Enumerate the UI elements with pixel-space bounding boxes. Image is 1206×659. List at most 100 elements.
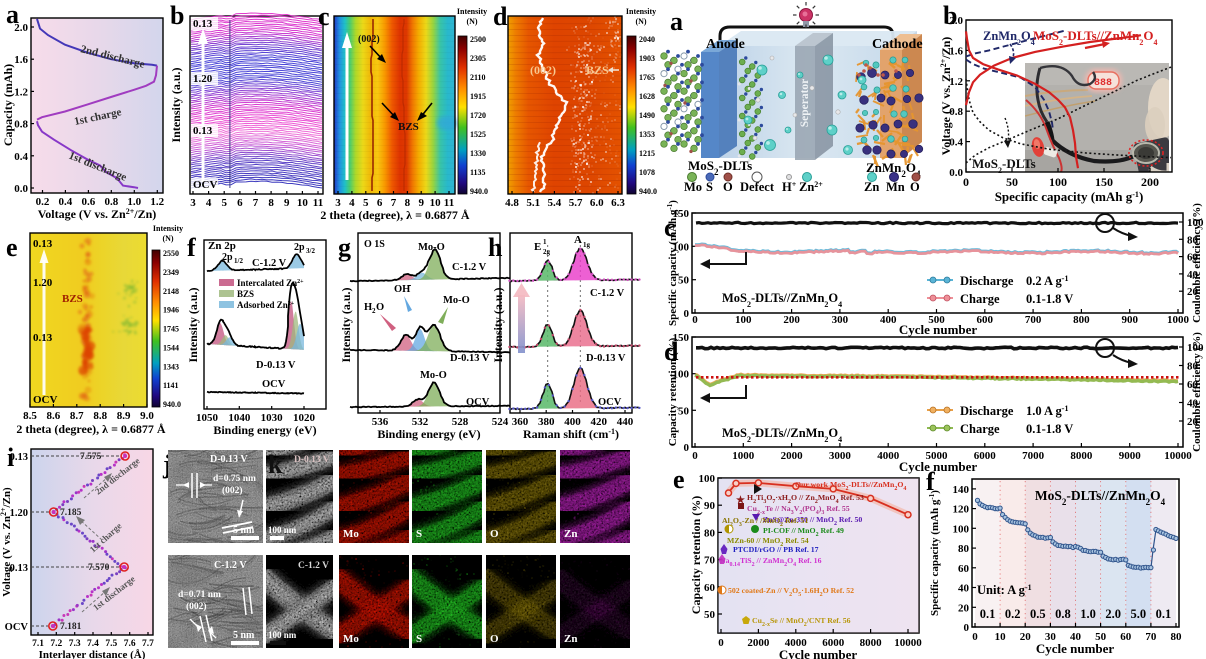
svg-text:1078: 1078 [639, 168, 655, 177]
svg-text:60: 60 [958, 563, 970, 575]
svg-text:C-1.2 V: C-1.2 V [214, 560, 247, 571]
svg-text:1135: 1135 [470, 168, 486, 177]
svg-text:3: 3 [190, 197, 196, 209]
svg-text:0.1-1.8 V: 0.1-1.8 V [1026, 422, 1073, 436]
svg-text:BZS: BZS [398, 121, 419, 133]
svg-text:MoS2-DLTs: MoS2-DLTs [688, 158, 752, 177]
svg-text:1141: 1141 [163, 381, 179, 390]
svg-text:80: 80 [1187, 361, 1199, 373]
svg-text:Mo: Mo [684, 180, 702, 194]
svg-text:(N): (N) [466, 17, 477, 26]
svg-text:1.0: 1.0 [1080, 607, 1096, 621]
svg-text:5.0: 5.0 [1131, 607, 1147, 621]
svg-text:O: O [723, 180, 733, 194]
svg-text:b: b [170, 1, 184, 30]
svg-text:360: 360 [512, 416, 529, 428]
svg-text:S: S [706, 180, 713, 194]
svg-text:C-1.2 V: C-1.2 V [252, 258, 287, 269]
svg-text:0.2 A g-1: 0.2 A g-1 [1026, 274, 1068, 289]
svg-text:8.9: 8.9 [117, 410, 131, 422]
svg-text:(002): (002) [530, 63, 556, 77]
svg-text:4.8: 4.8 [505, 197, 519, 209]
svg-text:888: 888 [1094, 78, 1112, 89]
svg-text:400: 400 [564, 416, 581, 428]
svg-text:7: 7 [253, 197, 259, 209]
svg-text:0: 0 [972, 631, 978, 643]
svg-text:5 nm: 5 nm [233, 525, 255, 536]
svg-text:Interlayer distance (Å): Interlayer distance (Å) [39, 649, 146, 659]
svg-text:f: f [926, 467, 935, 496]
svg-text:Adsorbed Zn2+: Adsorbed Zn2+ [237, 300, 295, 310]
svg-text:100: 100 [699, 473, 716, 485]
svg-text:Seperator: Seperator [799, 79, 811, 128]
svg-text:c: c [318, 2, 330, 31]
svg-text:940.0: 940.0 [639, 187, 657, 196]
svg-text:Raman shift (cm-1): Raman shift (cm-1) [523, 427, 619, 442]
svg-text:Unit: A g-1: Unit: A g-1 [977, 583, 1032, 598]
svg-text:S: S [416, 528, 422, 540]
svg-text:150: 150 [1095, 175, 1113, 189]
svg-text:(002): (002) [186, 601, 207, 612]
svg-text:20: 20 [1187, 286, 1199, 298]
svg-text:5.7: 5.7 [569, 197, 583, 209]
svg-text:50: 50 [704, 609, 716, 621]
svg-text:0.1-1.8 V: 0.1-1.8 V [1026, 292, 1073, 306]
svg-text:Charge: Charge [960, 422, 1000, 436]
svg-text:20: 20 [1020, 631, 1032, 643]
svg-text:0.13: 0.13 [10, 452, 28, 463]
svg-text:C-1.2 V: C-1.2 V [590, 288, 625, 299]
svg-text:2.0: 2.0 [14, 22, 28, 34]
svg-text:50: 50 [1006, 175, 1018, 189]
svg-text:1.20: 1.20 [193, 73, 213, 85]
svg-text:50: 50 [1095, 631, 1107, 643]
svg-text:0.13: 0.13 [33, 238, 53, 250]
svg-text:0.4: 0.4 [14, 151, 28, 163]
svg-text:H+: H+ [782, 180, 797, 195]
svg-text:4: 4 [206, 197, 212, 209]
svg-text:70: 70 [704, 555, 716, 567]
svg-text:30: 30 [1045, 631, 1057, 643]
svg-text:0.4: 0.4 [59, 196, 73, 208]
svg-text:E: E [534, 241, 541, 253]
svg-text:2349: 2349 [163, 268, 179, 277]
svg-text:700: 700 [1025, 314, 1042, 326]
svg-text:1000: 1000 [1167, 314, 1190, 326]
svg-text:100: 100 [1187, 342, 1204, 354]
svg-text:0.13: 0.13 [10, 563, 28, 574]
svg-text:1525: 1525 [470, 130, 486, 139]
svg-text:200: 200 [783, 314, 800, 326]
svg-text:f: f [187, 233, 196, 262]
svg-text:20: 20 [1187, 416, 1199, 428]
svg-text:Mo: Mo [343, 633, 359, 645]
svg-text:0.13: 0.13 [193, 125, 213, 137]
svg-text:0: 0 [718, 637, 724, 649]
svg-text:7.575: 7.575 [80, 452, 102, 462]
svg-text:a: a [6, 0, 19, 29]
svg-text:7.570: 7.570 [88, 563, 110, 573]
svg-text:O: O [490, 528, 499, 540]
svg-text:420: 420 [591, 416, 608, 428]
svg-text:10: 10 [995, 631, 1007, 643]
svg-text:0.8: 0.8 [949, 106, 963, 118]
svg-text:6.3: 6.3 [611, 197, 625, 209]
svg-text:60: 60 [1187, 252, 1199, 264]
svg-text:9: 9 [284, 197, 290, 209]
svg-text:2 theta (degree), λ = 0.6877 Å: 2 theta (degree), λ = 0.6877 Å [16, 422, 165, 436]
svg-text:100: 100 [1049, 175, 1067, 189]
svg-text:O: O [910, 180, 920, 194]
svg-text:Voltage (V vs. Zn2+/Zn): Voltage (V vs. Zn2+/Zn) [38, 207, 157, 222]
svg-text:800: 800 [1073, 314, 1090, 326]
svg-text:80: 80 [1171, 631, 1183, 643]
svg-text:200: 200 [1141, 175, 1159, 189]
svg-text:2305: 2305 [470, 54, 486, 63]
svg-text:C-1.2 V: C-1.2 V [452, 262, 487, 273]
svg-text:10: 10 [297, 197, 309, 209]
svg-text:6: 6 [237, 197, 243, 209]
svg-text:(002): (002) [358, 34, 380, 45]
svg-text:1343: 1343 [163, 362, 179, 371]
svg-text:k: k [268, 450, 283, 479]
svg-text:Cycle number: Cycle number [899, 459, 978, 474]
svg-text:Intensity (a.u.): Intensity (a.u.) [491, 287, 505, 362]
svg-text:11: 11 [444, 197, 454, 209]
svg-text:BZS: BZS [62, 293, 83, 305]
